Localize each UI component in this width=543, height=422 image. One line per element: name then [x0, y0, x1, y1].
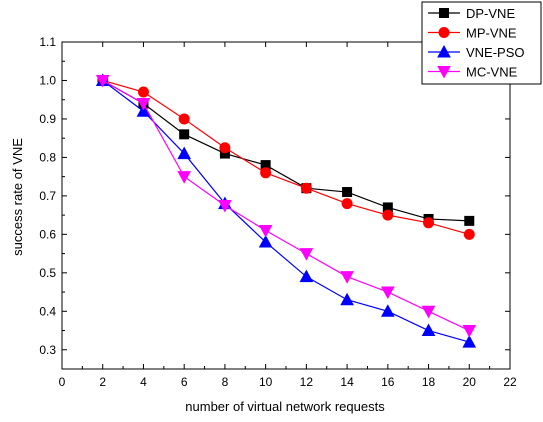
data-point: [178, 113, 190, 125]
x-tick-label: 22: [503, 375, 517, 389]
y-tick-label: 0.8: [39, 150, 56, 164]
y-tick-label: 1.1: [39, 35, 56, 49]
y-axis-title: success rate of VNE: [10, 138, 25, 256]
legend-marker: [437, 66, 451, 79]
data-point: [423, 217, 435, 229]
plot-area-frame: [61, 41, 511, 370]
data-point: [421, 323, 436, 337]
data-point: [380, 304, 395, 317]
data-point: [380, 286, 395, 300]
data-point: [177, 146, 192, 160]
data-point: [382, 209, 394, 221]
data-point: [340, 292, 354, 306]
x-tick-label: 0: [59, 375, 66, 389]
legend-marker: [439, 8, 449, 18]
data-point: [136, 104, 151, 117]
data-point: [463, 228, 475, 240]
data-point: [462, 335, 477, 348]
x-tick-label: 14: [340, 375, 354, 389]
data-point: [340, 271, 354, 284]
series-mp-vne: [97, 74, 475, 240]
legend-label: MC-VNE: [466, 65, 518, 80]
x-tick-label: 12: [300, 375, 314, 389]
data-point: [177, 171, 192, 184]
series-line: [102, 79, 470, 222]
data-point: [299, 248, 314, 261]
series-line: [102, 79, 470, 235]
y-tick-label: 0.6: [39, 227, 56, 241]
legend-marker: [438, 27, 450, 38]
data-point: [341, 198, 353, 210]
series-mc-vne: [95, 74, 477, 338]
x-tick-label: 2: [99, 375, 106, 389]
data-point: [258, 225, 273, 238]
data-point: [462, 325, 477, 338]
data-point: [464, 215, 475, 226]
data-point: [95, 74, 110, 88]
data-point: [260, 167, 272, 179]
y-tick-label: 1.0: [39, 73, 56, 87]
series-line: [102, 79, 470, 343]
y-tick-label: 0.5: [39, 266, 56, 280]
data-point: [299, 269, 314, 283]
x-tick-label: 10: [259, 375, 273, 389]
x-tick-label: 6: [181, 375, 188, 389]
x-tick-label: 18: [422, 375, 436, 389]
legend: DP-VNE MP-VNE VNE-PSO MC-VNE: [421, 1, 542, 85]
data-point: [137, 86, 149, 98]
x-axis-title: number of virtual network requests: [185, 399, 385, 414]
series-dp-vne: [97, 75, 475, 226]
data-point: [219, 142, 231, 154]
y-tick-label: 0.3: [39, 343, 56, 357]
data-point: [136, 98, 151, 111]
x-tick-label: 8: [222, 375, 229, 389]
data-point: [218, 200, 232, 213]
x-tick-label: 16: [381, 375, 395, 389]
data-point: [258, 235, 273, 248]
x-tick-label: 4: [140, 375, 147, 389]
legend-label: MP-VNE: [466, 26, 517, 41]
legend-label: DP-VNE: [466, 6, 515, 21]
series-line: [102, 79, 470, 332]
y-tick-label: 0.4: [39, 304, 56, 318]
x-tick-label: 20: [463, 375, 477, 389]
legend-label: VNE-PSO: [466, 45, 525, 60]
y-tick-label: 0.7: [39, 189, 56, 203]
data-point: [342, 187, 353, 198]
data-point: [300, 182, 312, 194]
data-point: [179, 129, 190, 140]
legend-marker: [437, 44, 451, 58]
y-tick-label: 0.9: [39, 112, 56, 126]
data-point: [421, 305, 436, 319]
